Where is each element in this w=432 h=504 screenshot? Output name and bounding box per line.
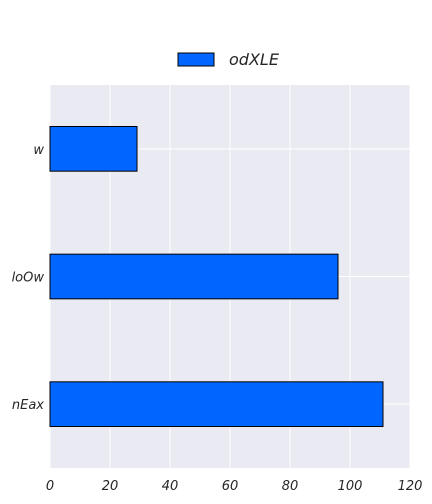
x-tick-label-60: 60 xyxy=(222,479,239,494)
y-tick-labels: w loOw nEax xyxy=(12,143,45,413)
x-tick-label-80: 80 xyxy=(282,479,299,494)
y-tick-label-w: w xyxy=(33,143,44,158)
bar-loOw xyxy=(49,253,339,300)
x-tick-labels: 0 20 40 60 80 100 120 xyxy=(46,479,423,494)
legend-label: odXLE xyxy=(229,50,280,69)
x-tick-label-120: 120 xyxy=(398,479,423,494)
bar-w xyxy=(49,125,138,172)
x-tick-label-0: 0 xyxy=(46,479,54,494)
legend-swatch xyxy=(177,52,215,67)
bars xyxy=(49,125,384,428)
legend: odXLE xyxy=(177,50,280,69)
x-tick-label-20: 20 xyxy=(102,479,119,494)
y-tick-label-loOw: loOw xyxy=(12,271,45,286)
x-tick-label-40: 40 xyxy=(162,479,179,494)
bar-nEax xyxy=(49,381,384,428)
y-tick-label-nEax: nEax xyxy=(12,398,44,413)
x-tick-label-100: 100 xyxy=(338,479,363,494)
